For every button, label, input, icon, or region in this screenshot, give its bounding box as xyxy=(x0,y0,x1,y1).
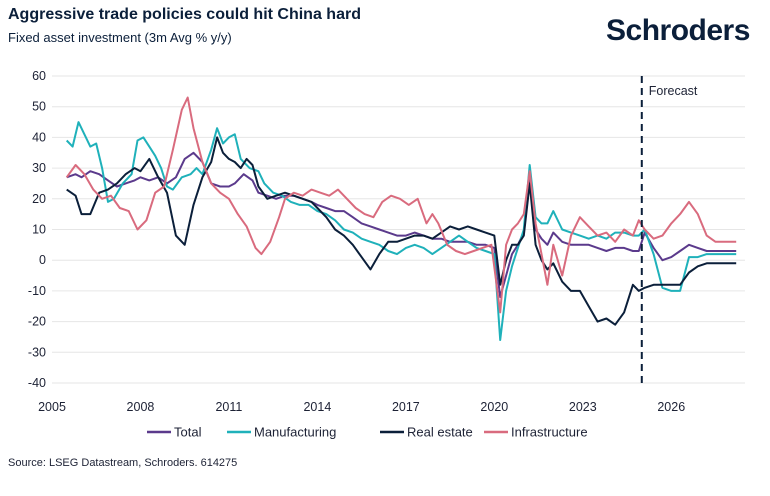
y-tick-label: 10 xyxy=(32,223,46,237)
series-line-manufacturing xyxy=(65,121,737,341)
legend-label: Real estate xyxy=(407,425,473,440)
x-tick-label: 2005 xyxy=(38,400,66,414)
legend-label: Manufacturing xyxy=(254,425,336,440)
x-tick-label: 2020 xyxy=(480,400,508,414)
x-tick-label: 2017 xyxy=(392,400,420,414)
source-note: Source: LSEG Datastream, Schroders. 6142… xyxy=(8,457,238,469)
series-line-infrastructure xyxy=(65,96,737,314)
y-tick-label: -10 xyxy=(28,284,46,298)
chart-title: Aggressive trade policies could hit Chin… xyxy=(8,6,361,23)
y-tick-label: 50 xyxy=(32,100,46,114)
series-line-total xyxy=(66,151,737,298)
y-tick-label: 30 xyxy=(32,161,46,175)
chart-subtitle: Fixed asset investment (3m Avg % y/y) xyxy=(8,30,232,45)
legend-label: Infrastructure xyxy=(511,425,588,440)
y-tick-label: 40 xyxy=(32,130,46,144)
y-axis-ticks: 60 50 40 30 20 10 0 -10 -20 -30 -40 xyxy=(28,69,46,390)
x-tick-label: 2014 xyxy=(303,400,331,414)
x-tick-label: 2023 xyxy=(569,400,597,414)
x-tick-label: 2011 xyxy=(215,400,242,414)
legend-label: Total xyxy=(174,425,202,440)
x-tick-label: 2026 xyxy=(657,400,685,414)
series-line-real-estate xyxy=(66,136,737,326)
y-tick-label: -40 xyxy=(28,376,46,390)
forecast-label: Forecast xyxy=(649,84,698,98)
legend: Total Manufacturing Real estate Infrastruct… xyxy=(147,425,588,440)
y-tick-label: 0 xyxy=(39,253,46,267)
x-tick-label: 2008 xyxy=(127,400,155,414)
brand-logo: Schroders xyxy=(606,14,750,47)
y-tick-label: -20 xyxy=(28,315,46,329)
series-lines xyxy=(65,96,737,341)
gridlines xyxy=(52,75,745,384)
y-tick-label: -30 xyxy=(28,345,46,359)
y-tick-label: 20 xyxy=(32,192,46,206)
x-axis-ticks: 2005 2008 2011 2014 2017 2020 2023 2026 xyxy=(38,400,685,414)
y-tick-label: 60 xyxy=(32,69,46,83)
